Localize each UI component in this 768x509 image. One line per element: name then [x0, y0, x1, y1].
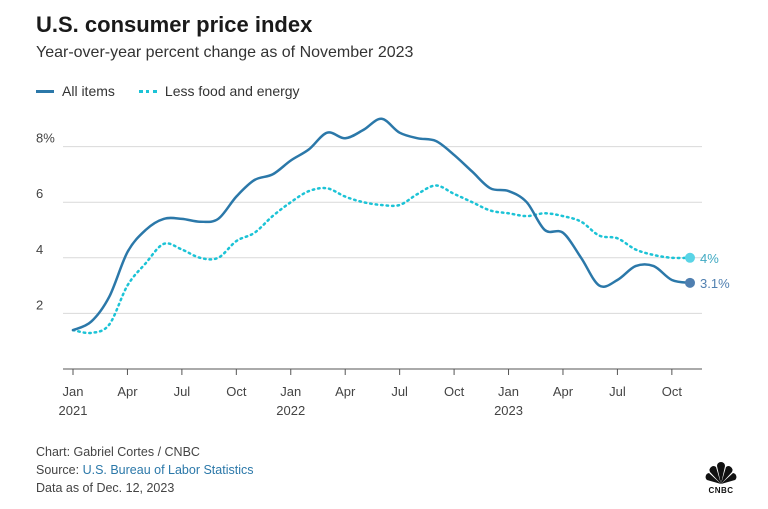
series-line-less-food-energy-points [71, 184, 692, 335]
series-line-less-food-energy [71, 184, 692, 335]
end-value-label: 4% [700, 251, 719, 266]
legend-label-less-food-energy: Less food and energy [164, 83, 300, 99]
x-tick-label: Jul [174, 384, 191, 399]
legend-item-less-food-energy: Less food and energy [138, 83, 300, 99]
chart-subtitle: Year-over-year percent change as of Nove… [36, 44, 414, 61]
y-tick-label: 8% [36, 131, 55, 146]
x-tick-label: Oct [662, 384, 683, 399]
series-line-all-items-points [71, 117, 692, 332]
legend: All items Less food and energy [36, 83, 324, 99]
cnbc-logo: CNBC [697, 462, 745, 498]
x-tick-year-label: 2023 [494, 403, 523, 418]
x-tick-label: Oct [444, 384, 465, 399]
end-marker [685, 252, 695, 263]
legend-label-all-items: All items [62, 83, 115, 99]
footer: Chart: Gabriel Cortes / CNBC Source: U.S… [36, 443, 253, 497]
chart-credit: Chart: Gabriel Cortes / CNBC [36, 445, 200, 459]
source-line: Source: U.S. Bureau of Labor Statistics [36, 461, 253, 479]
legend-swatch-all-items [36, 89, 54, 93]
x-tick-label: Jan [280, 384, 301, 399]
x-tick-label: Jan [498, 384, 519, 399]
chart-title: U.S. consumer price index [36, 12, 313, 37]
x-tick-label: Jul [391, 384, 408, 399]
y-tick-label: 6 [36, 186, 43, 201]
end-marker [685, 277, 695, 288]
logo-text: CNBC [708, 486, 734, 495]
x-tick-label: Apr [117, 384, 138, 399]
x-tick-year-label: 2022 [276, 403, 305, 418]
y-tick-label: 4 [36, 242, 43, 257]
end-value-label: 3.1% [700, 276, 730, 291]
series-line-all-items [71, 117, 692, 332]
x-tick-label: Jan [63, 384, 84, 399]
peacock-icon [705, 462, 737, 484]
x-tick-label: Apr [553, 384, 574, 399]
x-tick-label: Apr [335, 384, 356, 399]
legend-swatch-less-food-energy [138, 89, 157, 93]
x-tick-year-label: 2021 [59, 403, 88, 418]
x-tick-label: Oct [226, 384, 247, 399]
source-link[interactable]: U.S. Bureau of Labor Statistics [82, 463, 254, 477]
data-as-of: Data as of Dec. 12, 2023 [36, 481, 175, 495]
y-tick-label: 2 [36, 297, 43, 312]
x-tick-label: Jul [609, 384, 626, 399]
legend-item-all-items: All items [36, 83, 115, 99]
source-prefix: Source: [36, 463, 83, 477]
